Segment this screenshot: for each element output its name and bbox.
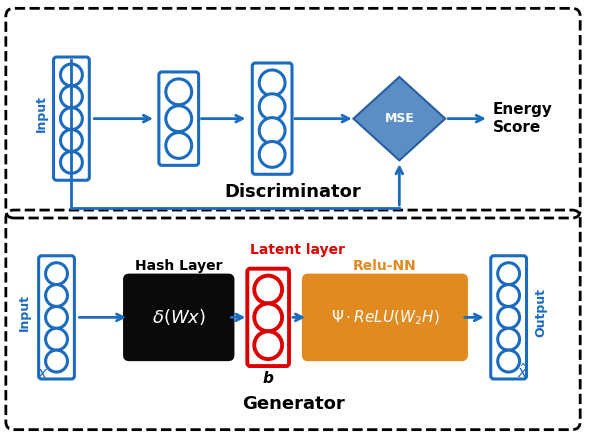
Circle shape	[498, 285, 520, 307]
Circle shape	[61, 152, 83, 173]
Circle shape	[259, 70, 285, 96]
Circle shape	[45, 350, 67, 372]
Polygon shape	[353, 77, 445, 160]
Circle shape	[166, 106, 192, 131]
Circle shape	[61, 64, 83, 86]
Text: b: b	[263, 371, 274, 386]
Circle shape	[45, 263, 67, 285]
Text: $x$: $x$	[37, 366, 48, 381]
Circle shape	[254, 276, 282, 304]
Circle shape	[259, 118, 285, 144]
Text: $\delta(Wx)$: $\delta(Wx)$	[152, 307, 206, 327]
Text: $\hat{x}$: $\hat{x}$	[517, 362, 528, 381]
Text: Input: Input	[18, 294, 31, 331]
Text: Relu-NN: Relu-NN	[353, 259, 417, 273]
Circle shape	[259, 141, 285, 167]
Circle shape	[259, 94, 285, 120]
Circle shape	[254, 331, 282, 359]
Text: Energy
Score: Energy Score	[493, 102, 553, 135]
Text: Input: Input	[35, 95, 48, 132]
Text: Output: Output	[534, 288, 547, 337]
Text: Latent layer: Latent layer	[251, 243, 346, 257]
Circle shape	[498, 328, 520, 350]
Circle shape	[498, 307, 520, 328]
Circle shape	[61, 86, 83, 108]
Circle shape	[498, 263, 520, 285]
Circle shape	[61, 130, 83, 152]
Text: Discriminator: Discriminator	[225, 183, 362, 201]
Text: Generator: Generator	[242, 395, 345, 413]
Circle shape	[61, 108, 83, 130]
Text: MSE: MSE	[385, 112, 414, 125]
Circle shape	[45, 328, 67, 350]
FancyBboxPatch shape	[303, 275, 467, 360]
Circle shape	[166, 133, 192, 159]
FancyBboxPatch shape	[124, 275, 234, 360]
Circle shape	[166, 79, 192, 105]
Circle shape	[45, 307, 67, 328]
Circle shape	[498, 350, 520, 372]
Circle shape	[45, 285, 67, 307]
Text: Hash Layer: Hash Layer	[135, 259, 222, 273]
Circle shape	[254, 304, 282, 331]
Text: $\Psi \cdot ReLU(W_2H)$: $\Psi \cdot ReLU(W_2H)$	[330, 308, 440, 327]
